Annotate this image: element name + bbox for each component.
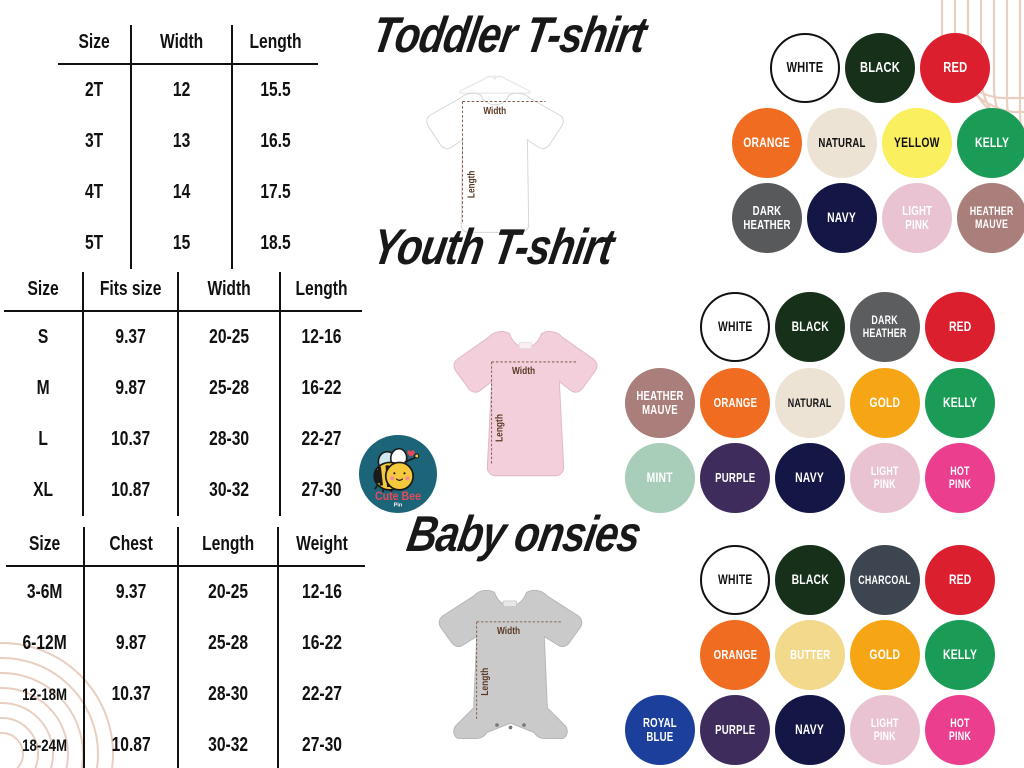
svg-text:Width: Width: [483, 105, 506, 116]
svg-text:Length: Length: [494, 414, 505, 442]
svg-text:Cute Bee: Cute Bee: [375, 491, 421, 503]
svg-text:Length: Length: [479, 668, 490, 696]
svg-text:Pin: Pin: [394, 503, 402, 509]
svg-text:Length: Length: [466, 171, 477, 198]
svg-text:Width: Width: [497, 626, 520, 637]
svg-text:Width: Width: [512, 366, 536, 377]
